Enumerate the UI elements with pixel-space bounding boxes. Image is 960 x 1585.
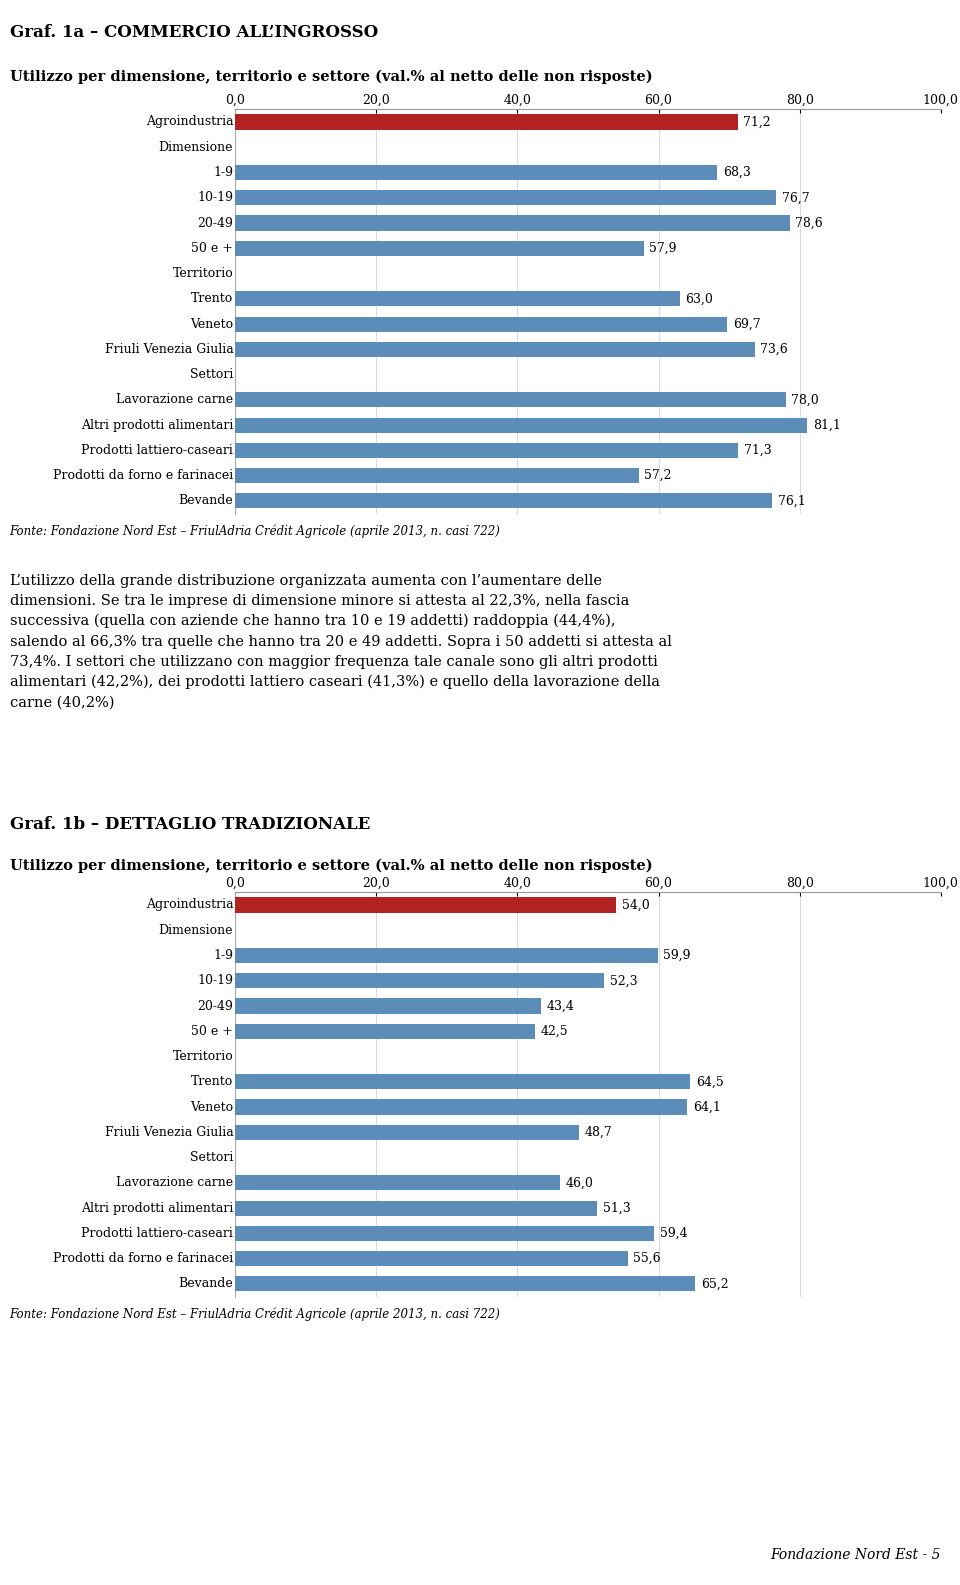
Text: 50 e +: 50 e + [191, 243, 233, 255]
Text: 76,7: 76,7 [782, 192, 809, 204]
Text: 59,9: 59,9 [663, 949, 691, 962]
Text: 59,4: 59,4 [660, 1227, 687, 1239]
Text: 57,9: 57,9 [649, 243, 677, 255]
Bar [235, 342, 755, 357]
Bar [235, 442, 738, 458]
Bar [235, 973, 604, 989]
Text: Friuli Venezia Giulia: Friuli Venezia Giulia [105, 342, 233, 357]
Text: 63,0: 63,0 [685, 292, 713, 306]
Text: Lavorazione carne: Lavorazione carne [116, 1176, 233, 1189]
Text: 10-19: 10-19 [198, 192, 233, 204]
Bar [235, 1176, 560, 1190]
Text: Veneto: Veneto [190, 317, 233, 331]
Text: 69,7: 69,7 [732, 317, 760, 331]
Bar [235, 114, 737, 130]
Text: Prodotti da forno e farinacei: Prodotti da forno e farinacei [53, 1252, 233, 1265]
Bar [235, 391, 785, 407]
Bar [235, 190, 777, 206]
Text: 55,6: 55,6 [634, 1252, 660, 1265]
Text: 20-49: 20-49 [198, 217, 233, 230]
Text: 78,0: 78,0 [791, 393, 819, 406]
Text: 76,1: 76,1 [778, 495, 805, 507]
Text: 65,2: 65,2 [701, 1278, 729, 1290]
Text: Graf. 1b – DETTAGLIO TRADIZIONALE: Graf. 1b – DETTAGLIO TRADIZIONALE [10, 816, 370, 834]
Bar [235, 948, 658, 964]
Bar [235, 897, 616, 913]
Bar [235, 1225, 655, 1241]
Text: Bevande: Bevande [179, 1278, 233, 1290]
Text: L’utilizzo della grande distribuzione organizzata aumenta con l’aumentare delle
: L’utilizzo della grande distribuzione or… [10, 574, 671, 708]
Text: 42,5: 42,5 [540, 1025, 568, 1038]
Bar [235, 1200, 597, 1216]
Text: 48,7: 48,7 [585, 1125, 612, 1140]
Text: 20-49: 20-49 [198, 1000, 233, 1013]
Text: Graf. 1a – COMMERCIO ALL’INGROSSO: Graf. 1a – COMMERCIO ALL’INGROSSO [10, 24, 378, 41]
Text: 81,1: 81,1 [813, 418, 841, 431]
Text: 68,3: 68,3 [723, 166, 751, 179]
Bar [235, 1251, 628, 1266]
Text: Prodotti da forno e farinacei: Prodotti da forno e farinacei [53, 469, 233, 482]
Bar [235, 317, 727, 331]
Text: Utilizzo per dimensione, territorio e settore (val.% al netto delle non risposte: Utilizzo per dimensione, territorio e se… [10, 70, 652, 84]
Bar [235, 165, 717, 181]
Text: 71,2: 71,2 [743, 116, 771, 128]
Bar [235, 216, 790, 230]
Text: 64,5: 64,5 [696, 1075, 724, 1089]
Bar [235, 417, 807, 433]
Text: Territorio: Territorio [173, 266, 233, 281]
Text: 54,0: 54,0 [622, 899, 650, 911]
Bar [235, 1276, 695, 1292]
Text: Agroindustria: Agroindustria [146, 899, 233, 911]
Text: 43,4: 43,4 [547, 1000, 575, 1013]
Text: Fonte: Fondazione Nord Est – FriulAdria Crédit Agricole (aprile 2013, n. casi 72: Fonte: Fondazione Nord Est – FriulAdria … [10, 525, 500, 537]
Text: Lavorazione carne: Lavorazione carne [116, 393, 233, 406]
Text: Veneto: Veneto [190, 1100, 233, 1114]
Text: Dimensione: Dimensione [158, 924, 233, 937]
Text: Fonte: Fondazione Nord Est – FriulAdria Crédit Agricole (aprile 2013, n. casi 72: Fonte: Fondazione Nord Est – FriulAdria … [10, 1308, 500, 1320]
Text: Prodotti lattiero-caseari: Prodotti lattiero-caseari [82, 1227, 233, 1239]
Text: 64,1: 64,1 [693, 1100, 721, 1114]
Text: 52,3: 52,3 [610, 975, 637, 987]
Text: Altri prodotti alimentari: Altri prodotti alimentari [81, 1201, 233, 1214]
Text: Trento: Trento [191, 1075, 233, 1089]
Bar [235, 999, 541, 1014]
Bar [235, 468, 638, 483]
Text: Bevande: Bevande [179, 495, 233, 507]
Text: 50 e +: 50 e + [191, 1025, 233, 1038]
Text: 57,2: 57,2 [644, 469, 672, 482]
Bar [235, 1075, 690, 1089]
Bar [235, 493, 772, 509]
Text: 10-19: 10-19 [198, 975, 233, 987]
Text: 46,0: 46,0 [565, 1176, 593, 1189]
Text: Settori: Settori [190, 368, 233, 380]
Text: 78,6: 78,6 [796, 217, 823, 230]
Text: Friuli Venezia Giulia: Friuli Venezia Giulia [105, 1125, 233, 1140]
Bar [235, 1125, 579, 1140]
Text: Fondazione Nord Est - 5: Fondazione Nord Est - 5 [770, 1549, 941, 1561]
Text: Prodotti lattiero-caseari: Prodotti lattiero-caseari [82, 444, 233, 456]
Bar [235, 1100, 687, 1114]
Bar [235, 292, 680, 306]
Text: Dimensione: Dimensione [158, 141, 233, 154]
Text: 1-9: 1-9 [213, 949, 233, 962]
Text: 71,3: 71,3 [744, 444, 772, 456]
Text: 1-9: 1-9 [213, 166, 233, 179]
Text: 51,3: 51,3 [603, 1201, 631, 1214]
Text: Altri prodotti alimentari: Altri prodotti alimentari [81, 418, 233, 431]
Bar [235, 1024, 535, 1038]
Text: Trento: Trento [191, 292, 233, 306]
Bar [235, 241, 644, 255]
Text: Settori: Settori [190, 1151, 233, 1163]
Text: Utilizzo per dimensione, territorio e settore (val.% al netto delle non risposte: Utilizzo per dimensione, territorio e se… [10, 859, 652, 873]
Text: 73,6: 73,6 [760, 342, 788, 357]
Text: Territorio: Territorio [173, 1049, 233, 1064]
Text: Agroindustria: Agroindustria [146, 116, 233, 128]
